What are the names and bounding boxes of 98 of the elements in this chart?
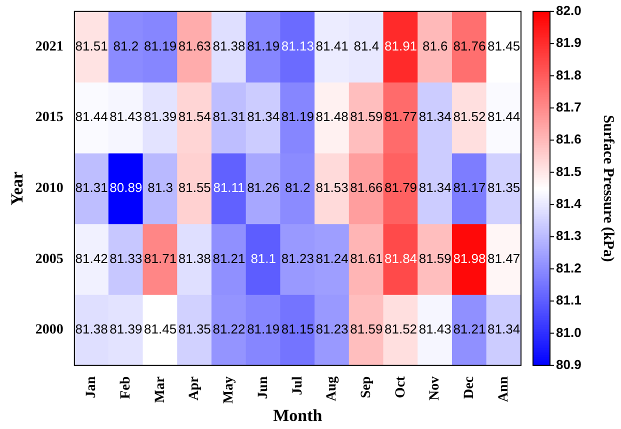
- data-label: 81.38: [75, 322, 108, 337]
- data-label: 81.66: [350, 180, 383, 195]
- data-label: 81.52: [453, 109, 486, 124]
- color-bar-label: 81.5: [556, 164, 582, 179]
- data-label: 81.15: [281, 322, 314, 337]
- y-tick-label: 2000: [35, 322, 64, 338]
- data-label: 81.24: [316, 250, 348, 266]
- y-tick-label: 2015: [35, 110, 64, 126]
- color-bar-label: 82.0: [556, 2, 582, 18]
- data-label: 81.11: [213, 180, 245, 195]
- data-label: 81.2: [113, 38, 139, 54]
- data-label: 81.84: [384, 250, 418, 266]
- x-tick-label: Oct: [393, 376, 408, 398]
- data-label: 81.22: [212, 322, 246, 337]
- data-label: 81.45: [488, 38, 520, 54]
- data-label: 81.47: [488, 250, 520, 266]
- data-label: 81.59: [350, 109, 383, 124]
- y-tick-label: 2010: [35, 181, 64, 196]
- x-tick-label: May: [222, 376, 237, 404]
- color-bar-label: 81.8: [556, 67, 582, 82]
- data-label: 81.63: [178, 38, 211, 54]
- data-label: 81.34: [418, 109, 452, 124]
- data-label: 81.19: [247, 38, 280, 54]
- data-label: 81.35: [178, 322, 211, 337]
- data-label: 81.43: [418, 322, 452, 337]
- color-bar-label: 81.4: [556, 196, 582, 212]
- data-label: 81.2: [285, 180, 310, 195]
- data-label: 81.3: [148, 180, 173, 195]
- y-tick-label: 2005: [35, 252, 64, 267]
- y-axis-title: Year: [8, 170, 27, 206]
- data-label: 81.39: [110, 322, 142, 337]
- data-label: 81.1: [250, 250, 276, 266]
- color-bar-label: 81.6: [556, 132, 582, 147]
- x-tick-label: Sep: [359, 376, 374, 398]
- color-bar-label: 81.0: [556, 324, 582, 340]
- x-tick-label: Aug: [324, 376, 340, 402]
- data-label: 81.45: [144, 322, 177, 337]
- data-label: 81.52: [384, 322, 418, 337]
- data-label: 81.19: [281, 109, 314, 124]
- data-label: 81.6: [422, 38, 448, 54]
- data-label: 81.98: [453, 250, 486, 266]
- data-label: 81.48: [316, 109, 348, 124]
- data-label: 81.34: [488, 322, 520, 337]
- data-label: 81.21: [212, 250, 246, 266]
- data-label: 81.42: [75, 250, 108, 266]
- color-bar-label: 81.9: [556, 35, 582, 50]
- data-label: 81.33: [110, 250, 142, 266]
- data-label: 81.51: [75, 38, 108, 54]
- x-tick-label: Apr: [187, 376, 202, 401]
- data-label: 81.77: [384, 109, 418, 124]
- data-label: 81.17: [453, 180, 486, 195]
- color-bar-label: 81.3: [556, 228, 582, 244]
- data-label: 81.53: [316, 180, 348, 195]
- x-tick-label: Nov: [428, 376, 443, 401]
- data-label: 80.89: [110, 180, 142, 195]
- y-tick-label: 2021: [35, 39, 64, 54]
- data-label: 81.38: [212, 38, 246, 54]
- data-label: 81.35: [488, 180, 520, 195]
- data-label: 81.44: [488, 109, 520, 124]
- x-tick-label: Jun: [256, 376, 271, 399]
- data-label: 81.55: [178, 180, 211, 195]
- data-label: 81.59: [418, 250, 452, 266]
- data-label: 81.34: [418, 180, 452, 195]
- x-tick-label: Feb: [118, 376, 134, 399]
- data-label: 81.34: [247, 109, 280, 124]
- x-tick-label: Jan: [84, 376, 100, 398]
- data-label: 81.76: [453, 38, 486, 54]
- color-bar-label: 81.1: [556, 292, 582, 308]
- data-label: 81.54: [178, 109, 211, 124]
- color-bar-title: Surface Pressure (kPa): [600, 114, 616, 262]
- data-label: 81.13: [281, 38, 314, 54]
- data-label: 81.4: [354, 38, 380, 54]
- data-label: 81.23: [281, 250, 314, 266]
- data-label: 81.31: [212, 109, 246, 124]
- data-label: 81.39: [144, 109, 177, 124]
- x-axis-title: Month: [273, 406, 323, 426]
- data-label: 81.71: [144, 250, 177, 266]
- color-bar-label: 81.7: [556, 100, 582, 115]
- data-label: 81.44: [75, 109, 108, 124]
- x-tick-label: Ann: [496, 376, 512, 402]
- color-bar-label: 81.2: [556, 260, 582, 276]
- data-label: 81.91: [384, 38, 418, 54]
- color-bar-label: 80.9: [556, 356, 582, 372]
- x-tick-label: Jul: [290, 376, 306, 396]
- data-label: 81.38: [178, 250, 211, 266]
- data-label: 81.61: [350, 250, 383, 266]
- data-label: 81.26: [247, 180, 280, 195]
- data-label: 81.59: [350, 322, 383, 337]
- data-label: 81.43: [110, 109, 142, 124]
- x-tick-label: Dec: [462, 376, 478, 399]
- data-label: 81.41: [316, 38, 348, 54]
- x-tick-label: Mar: [152, 376, 168, 403]
- data-label: 81.23: [316, 322, 348, 337]
- data-label: 81.79: [384, 180, 418, 195]
- data-label: 81.31: [75, 180, 108, 195]
- data-label: 81.19: [247, 322, 280, 337]
- data-label: 81.21: [453, 322, 486, 337]
- data-label: 81.19: [144, 38, 177, 54]
